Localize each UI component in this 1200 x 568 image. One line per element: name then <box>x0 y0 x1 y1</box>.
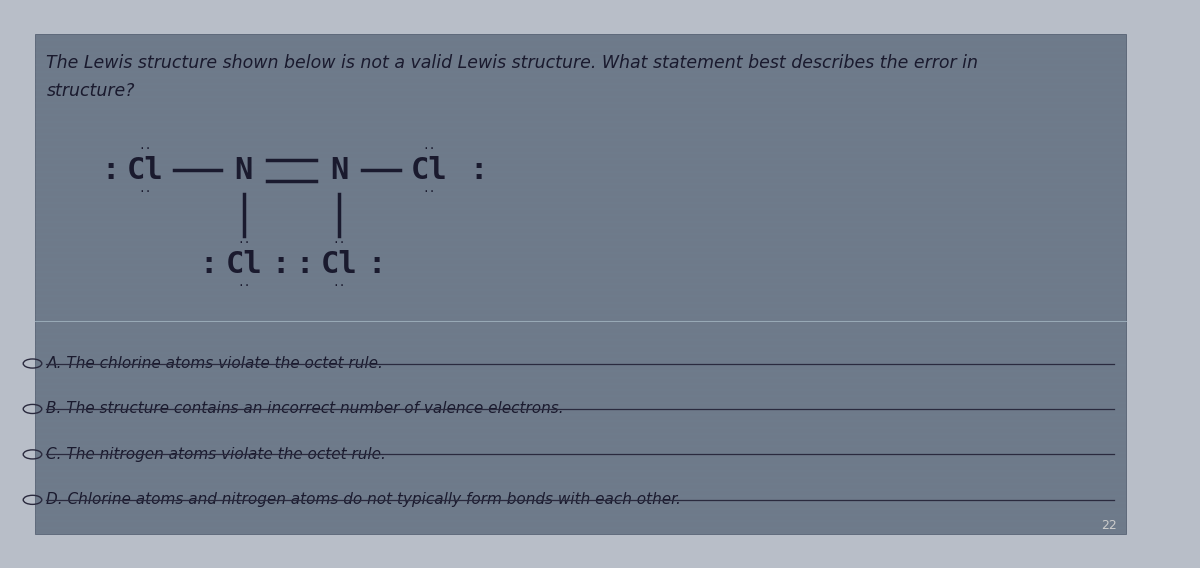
Text: structure?: structure? <box>47 82 134 101</box>
Text: N: N <box>330 156 348 185</box>
Text: Cl: Cl <box>320 249 358 279</box>
Text: Cl: Cl <box>226 249 262 279</box>
Text: ··: ·· <box>238 237 251 248</box>
Text: ··: ·· <box>138 144 152 154</box>
Text: A. The chlorine atoms violate the octet rule.: A. The chlorine atoms violate the octet … <box>47 356 383 371</box>
Text: D. Chlorine atoms and nitrogen atoms do not typically form bonds with each other: D. Chlorine atoms and nitrogen atoms do … <box>47 492 682 507</box>
Text: Cl: Cl <box>412 156 448 185</box>
Text: C. The nitrogen atoms violate the octet rule.: C. The nitrogen atoms violate the octet … <box>47 447 386 462</box>
Text: :: : <box>367 249 385 279</box>
Text: ··: ·· <box>332 237 346 248</box>
Text: B. The structure contains an incorrect number of valence electrons.: B. The structure contains an incorrect n… <box>47 402 564 416</box>
Text: ··: ·· <box>332 281 346 291</box>
Text: Cl: Cl <box>127 156 163 185</box>
Text: :: : <box>199 249 218 279</box>
Text: :: : <box>295 249 313 279</box>
Text: :: : <box>271 249 290 279</box>
Text: ··: ·· <box>422 144 437 154</box>
Text: N: N <box>234 156 253 185</box>
Text: 22: 22 <box>1100 519 1116 532</box>
Text: ··: ·· <box>238 281 251 291</box>
Text: The Lewis structure shown below is not a valid Lewis structure. What statement b: The Lewis structure shown below is not a… <box>47 54 978 72</box>
Text: ··: ·· <box>422 187 437 197</box>
Text: :: : <box>101 156 120 185</box>
FancyBboxPatch shape <box>35 34 1126 534</box>
Text: :: : <box>469 156 487 185</box>
Text: ··: ·· <box>138 187 152 197</box>
